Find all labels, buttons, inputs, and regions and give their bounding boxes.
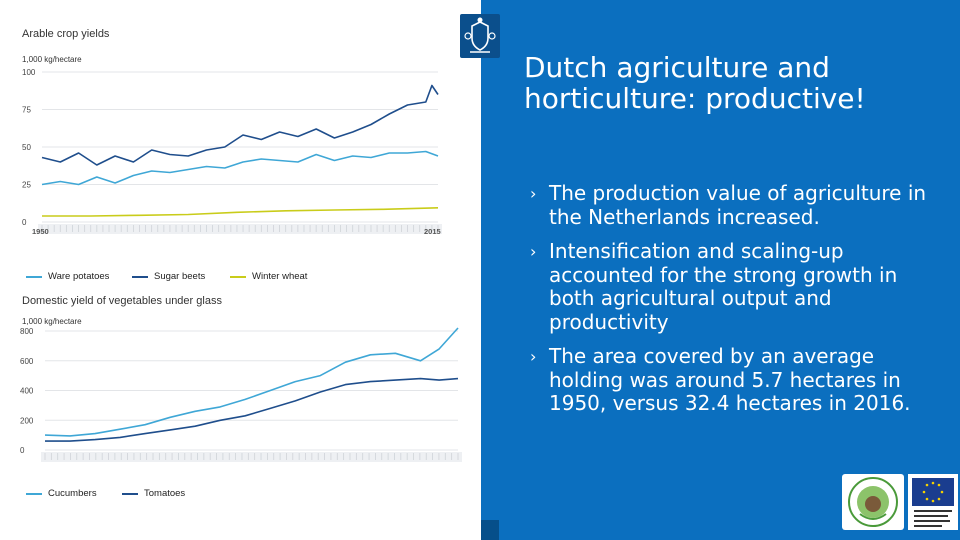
bullet-item: › The area covered by an average holding … [530, 344, 911, 415]
legend-cucumbers: Cucumbers [26, 488, 97, 499]
y-tick-label: 0 [22, 218, 27, 227]
chart1-title: Arable crop yields [22, 28, 110, 40]
sponsor-round-logo [842, 474, 904, 530]
bullet-item: › Intensification and scaling-up accounte… [530, 239, 898, 334]
chevron-right-icon: › [530, 184, 537, 203]
bullet-list: › The production value of agriculture in … [530, 181, 940, 427]
series-line-0 [44, 327, 459, 437]
chart2-title: Domestic yield of vegetables under glass [22, 295, 222, 307]
series-line-0 [41, 150, 439, 186]
government-crest-logo [460, 14, 500, 58]
chevron-right-icon: › [530, 347, 537, 366]
y-tick-label: 75 [22, 106, 31, 115]
slide-title: Dutch agriculture and horticulture: prod… [524, 51, 866, 115]
series-line-1 [45, 377, 459, 442]
legend-sugar-beets: Sugar beets [132, 271, 205, 282]
y-tick-label: 50 [22, 143, 31, 152]
x-axis-band [38, 224, 442, 234]
chart2-ylabel: 1,000 kg/hectare [22, 317, 82, 326]
y-tick-label: 100 [22, 68, 36, 77]
y-tick-label: 400 [20, 387, 34, 396]
y-tick-label: 600 [20, 357, 34, 366]
charts-panel: Arable crop yields 1,000 kg/hectare 100 7… [20, 28, 462, 499]
glass-vegetables-chart: 800 600 400 200 0 [20, 327, 462, 462]
y-tick-label: 800 [20, 327, 34, 336]
y-tick-label: 0 [20, 446, 25, 455]
legend-tomatoes: Tomatoes [122, 488, 185, 499]
series-line-2 [42, 207, 439, 217]
x-axis-band [41, 452, 462, 462]
x-tick-label: 1950 [32, 227, 49, 236]
y-tick-label: 25 [22, 181, 31, 190]
chevron-right-icon: › [530, 242, 537, 261]
y-tick-label: 200 [20, 416, 34, 425]
legend-ware-potatoes: Ware potatoes [26, 271, 109, 282]
eu-flag-logo [908, 474, 958, 530]
chart1-ylabel: 1,000 kg/hectare [22, 55, 82, 64]
legend-winter-wheat: Winter wheat [230, 271, 307, 282]
bullet-item: › The production value of agriculture in … [530, 181, 927, 229]
text-panel [481, 0, 960, 540]
panel-tab [481, 520, 499, 540]
arable-yields-chart: 100 75 50 25 0 1950 2015 [22, 68, 442, 236]
x-tick-label: 2015 [424, 227, 441, 236]
series-line-1 [41, 84, 439, 166]
